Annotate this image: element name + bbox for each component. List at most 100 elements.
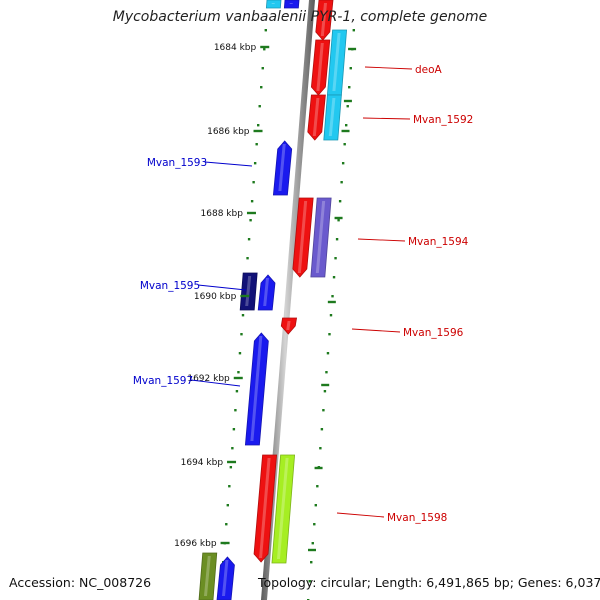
guide-dot (228, 485, 231, 488)
gene-features (198, 0, 348, 600)
minor-tick (334, 216, 343, 220)
map-title: Mycobacterium vanbaalenii PYR-1, complet… (112, 9, 488, 25)
gene-highlight (222, 560, 229, 596)
guide-dot (237, 371, 240, 374)
gene-highlight (315, 201, 326, 273)
guide-dot (257, 124, 260, 127)
guide-dot (328, 333, 331, 336)
gene-highlight (204, 556, 211, 596)
guide-dot (310, 561, 313, 564)
label-leader-line (190, 379, 241, 387)
minor-tick (308, 548, 316, 552)
guide-dot (326, 352, 330, 355)
guide-dot (263, 48, 266, 51)
label-leader-line (362, 117, 411, 120)
gene-highlight (278, 144, 286, 191)
gene-highlight (297, 201, 308, 273)
gene-label-forward[interactable]: Mvan_1597 (133, 375, 193, 387)
gene-label-reverse[interactable]: Mvan_1592 (413, 114, 473, 126)
guide-dot (231, 447, 234, 450)
guide-dot (253, 162, 257, 165)
guide-dot (264, 29, 267, 32)
gene-highlight (276, 458, 289, 559)
gene-highlight (328, 98, 336, 136)
kbp-tick (220, 541, 230, 545)
label-leader-line (364, 66, 413, 70)
kbp-tick (253, 129, 263, 133)
gene-label-reverse[interactable]: Mvan_1598 (387, 512, 447, 524)
minor-tick (348, 47, 357, 51)
label-leader-line (204, 161, 253, 167)
guide-dot (238, 352, 242, 355)
guide-dot (249, 219, 252, 222)
guide-dot (255, 143, 258, 146)
guide-dot (340, 181, 343, 184)
guide-dot (246, 257, 249, 260)
label-leader-line (197, 284, 247, 291)
guide-dot (314, 504, 317, 507)
guide-dot (320, 428, 324, 431)
gene-highlight (320, 3, 327, 36)
guide-dot (329, 314, 333, 317)
track-guide-dots (219, 29, 355, 600)
guide-dot (311, 542, 314, 545)
gene-label-layer: Mvan_1593 Mvan_1595 Mvan_1597 deoA Mvan_1592… (133, 64, 474, 524)
guide-dot (323, 390, 327, 393)
gene-highlight (271, 3, 275, 4)
guide-dot (308, 580, 311, 583)
kbp-tick (260, 45, 270, 49)
guide-dot (316, 485, 319, 488)
minor-tick (321, 383, 330, 387)
guide-dot (258, 105, 261, 108)
topology-text: Topology: circular; Length: 6,491,865 bp… (258, 575, 600, 590)
kbp-tick-label: 1686 kbp (207, 127, 250, 137)
guide-dot (260, 86, 263, 89)
gene-highlight (289, 3, 293, 4)
kbp-tick-label: 1690 kbp (194, 292, 237, 302)
guide-dot (247, 238, 251, 241)
guide-dot (319, 447, 322, 450)
genome-backbone (261, 0, 315, 600)
guide-dot (225, 523, 228, 526)
label-leader-line (351, 328, 401, 333)
guide-dot (341, 162, 345, 165)
kbp-tick (227, 460, 237, 464)
minor-tick (341, 129, 350, 133)
gene-highlight (312, 98, 320, 136)
guide-dot (325, 371, 328, 374)
label-leader-line (357, 238, 406, 242)
backbone-line (261, 0, 315, 600)
guide-dot (252, 181, 255, 184)
gene-label-forward[interactable]: Mvan_1595 (140, 280, 200, 292)
gene-label-reverse[interactable]: deoA (415, 64, 443, 76)
label-leader-line (336, 512, 385, 518)
guide-dot (229, 466, 233, 469)
gene-label-reverse[interactable]: Mvan_1594 (408, 236, 469, 248)
guide-dot (352, 29, 355, 32)
guide-dot (261, 67, 264, 70)
kbp-tick (246, 211, 256, 215)
guide-dot (331, 295, 334, 298)
kbp-tick (240, 294, 250, 298)
gene-label-reverse[interactable]: Mvan_1596 (403, 327, 464, 339)
guide-dot (232, 428, 236, 431)
guide-dot (349, 67, 352, 70)
guide-dot (250, 200, 254, 203)
gene-highlight (259, 458, 271, 558)
guide-dot (343, 143, 346, 146)
guide-dot (346, 105, 349, 108)
kbp-tick-label: 1688 kbp (201, 209, 244, 219)
kbp-tick (233, 376, 243, 380)
guide-dot (234, 409, 237, 412)
guide-dot (241, 314, 245, 317)
guide-dot (334, 257, 337, 260)
guide-dot (332, 276, 336, 279)
guide-dot (348, 86, 351, 89)
guide-dot (345, 124, 348, 127)
gene-label-forward[interactable]: Mvan_1593 (147, 157, 207, 169)
guide-dot (313, 523, 316, 526)
minor-tick (314, 466, 323, 470)
gene-highlight (263, 278, 269, 306)
gene-highlight (316, 43, 324, 91)
